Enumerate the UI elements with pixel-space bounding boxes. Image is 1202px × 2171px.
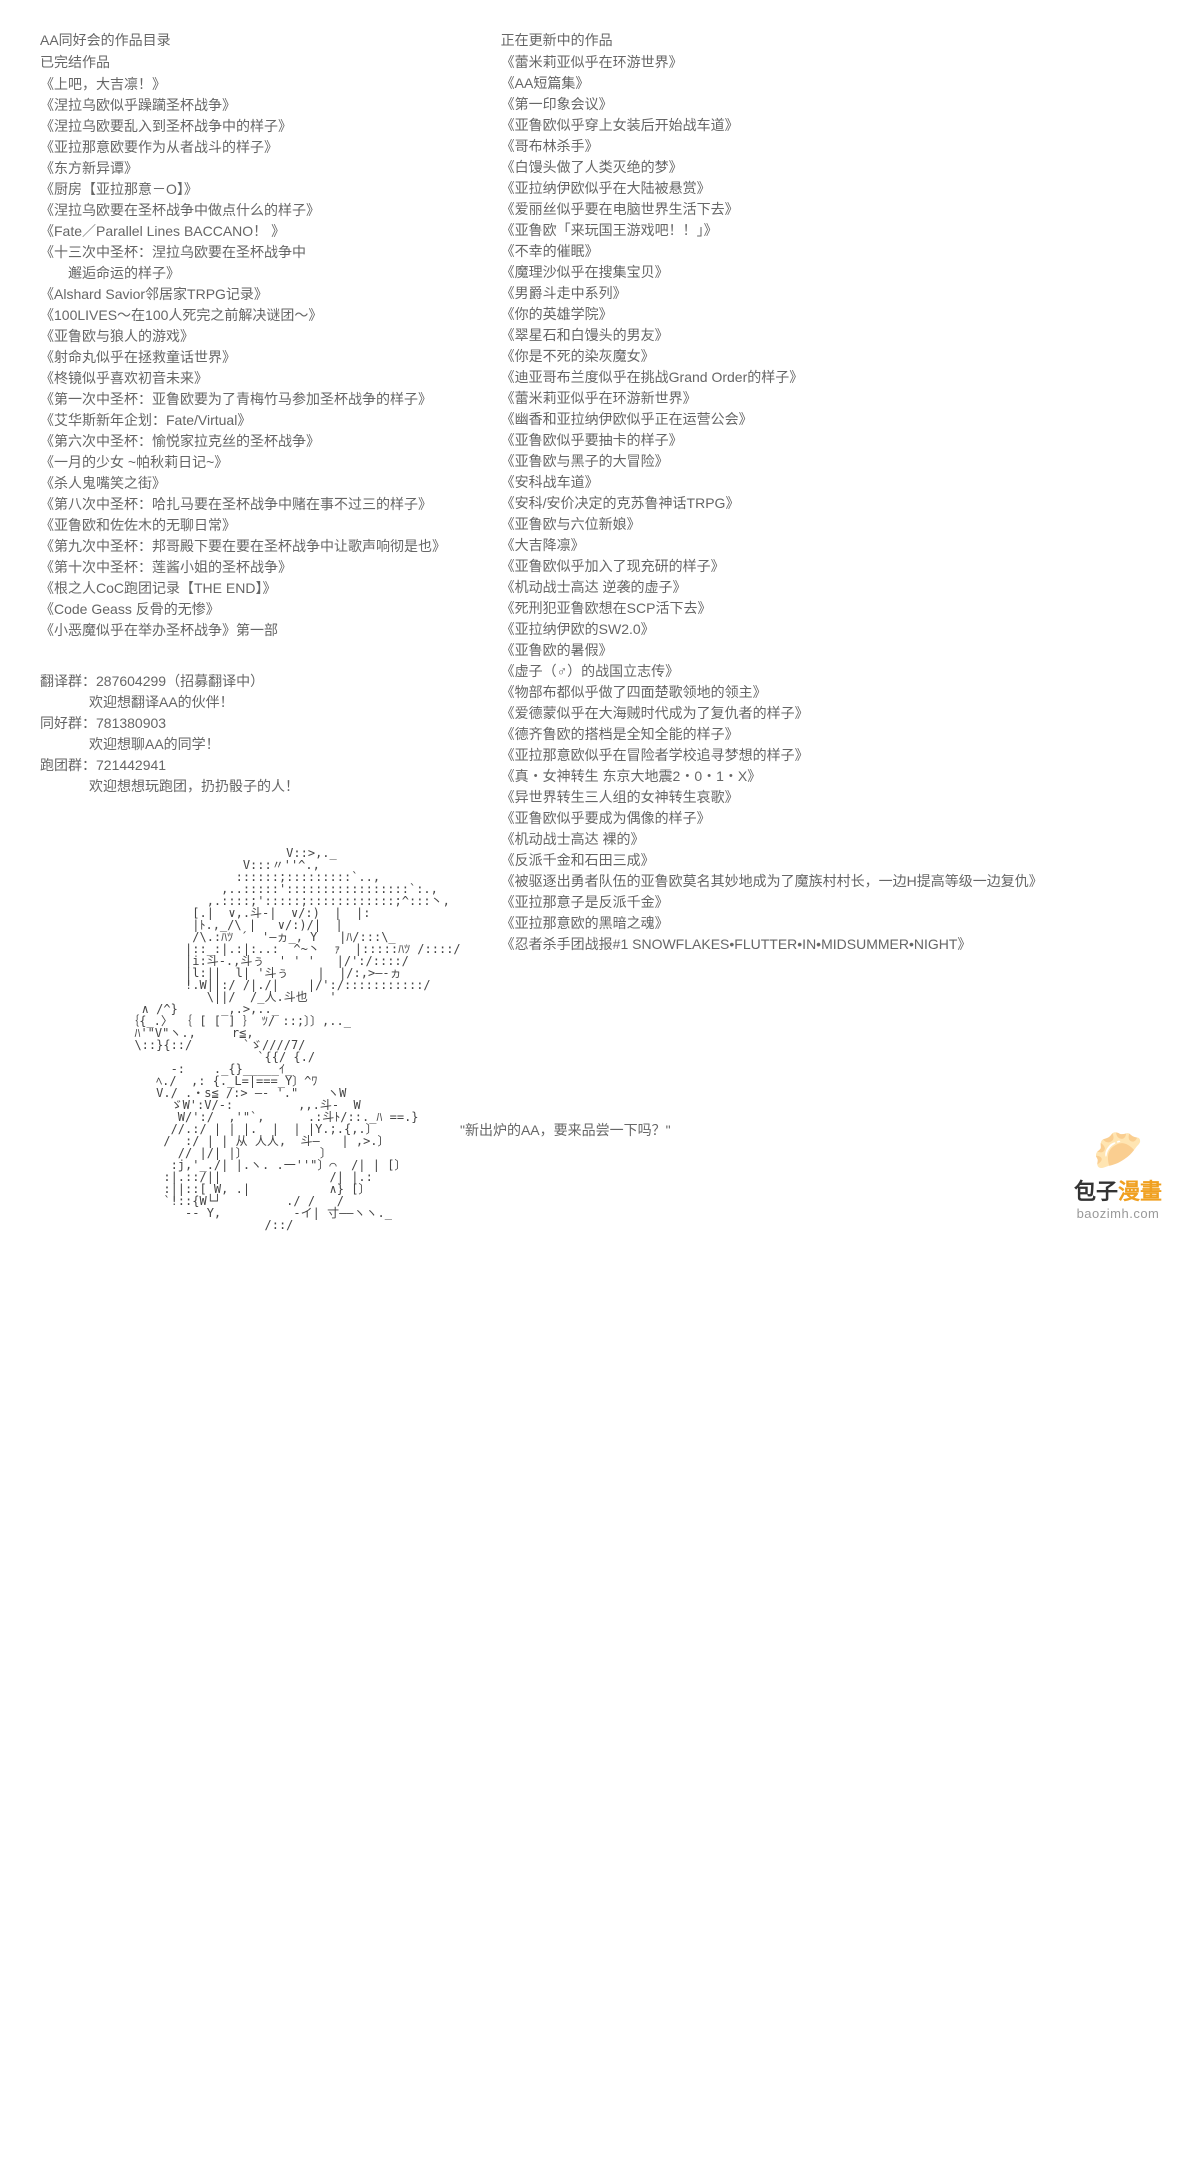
work-item: 《不幸的催眠》 — [501, 241, 1162, 262]
group-sublabel: 欢迎想想玩跑团，扔扔骰子的人！ — [40, 776, 461, 797]
work-item: 《被驱逐出勇者队伍的亚鲁欧莫名其妙地成为了魔族村村长，一边H提高等级一边复仇》 — [501, 871, 1162, 892]
work-item: 《杀人鬼嘴笑之街》 — [40, 473, 461, 494]
work-item: 《亚鲁欧与黑子的大冒险》 — [501, 451, 1162, 472]
group-sublabel: 欢迎想翻译AA的伙伴！ — [40, 692, 461, 713]
work-item: 《亚拉纳伊欧似乎在大陆被悬赏》 — [501, 178, 1162, 199]
work-item: 《Fate／Parallel Lines BACCANO！ 》 — [40, 221, 461, 242]
work-item: 《魔理沙似乎在搜集宝贝》 — [501, 262, 1162, 283]
work-item: 《你是不死的染灰魔女》 — [501, 346, 1162, 367]
work-item: 《厨房【亚拉那意－O】》 — [40, 179, 461, 200]
work-item: 《上吧，大吉凛！》 — [40, 74, 461, 95]
work-item: 《爱德蒙似乎在大海贼时代成为了复仇者的样子》 — [501, 703, 1162, 724]
work-item: 《第八次中圣杯：哈扎马要在圣杯战争中赌在事不过三的样子》 — [40, 494, 461, 515]
work-item: 《第九次中圣杯：邦哥殿下要在要在圣杯战争中让歌声响彻是也》 — [40, 536, 461, 557]
work-item: 《Alshard Savior邻居家TRPG记录》 — [40, 284, 461, 305]
work-item: 《100LIVES～在100人死完之前解决谜团～》 — [40, 305, 461, 326]
group-label: 同好群：781380903 — [40, 713, 461, 734]
work-item: 《蕾米莉亚似乎在环游世界》 — [501, 52, 1162, 73]
work-item: 《亚拉那意子是反派千金》 — [501, 892, 1162, 913]
work-item: 《射命丸似乎在拯救童话世界》 — [40, 347, 461, 368]
work-item: 《东方新异谭》 — [40, 158, 461, 179]
ascii-caption: "新出炉的AA，要来品尝一下吗？" — [460, 1120, 671, 1140]
work-item: 《亚鲁欧与六位新娘》 — [501, 514, 1162, 535]
work-item: 《亚拉那意欧似乎在冒险者学校追寻梦想的样子》 — [501, 745, 1162, 766]
work-item: 《亚鲁欧似乎加入了现充研的样子》 — [501, 556, 1162, 577]
ascii-art: V::>,._ V:::〃''^., ::::::;:::::::::`.., … — [120, 847, 461, 1231]
group-label: 翻译群：287604299（招募翻译中） — [40, 671, 461, 692]
work-item: 《艾华斯新年企划：Fate/Virtual》 — [40, 410, 461, 431]
work-item: 《死刑犯亚鲁欧想在SCP活下去》 — [501, 598, 1162, 619]
work-item: 《机动战士高达 逆袭的虚子》 — [501, 577, 1162, 598]
work-item: 《涅拉乌欧要在圣杯战争中做点什么的样子》 — [40, 200, 461, 221]
watermark-url: baozimh.com — [1077, 1206, 1160, 1221]
work-item: 《第一次中圣杯：亚鲁欧要为了青梅竹马参加圣杯战争的样子》 — [40, 389, 461, 410]
group-info: 翻译群：287604299（招募翻译中）欢迎想翻译AA的伙伴！同好群：78138… — [40, 671, 461, 797]
work-item: 《真・女神转生 东京大地震2・0・1・X》 — [501, 766, 1162, 787]
work-item: 《亚拉那意欧要作为从者战斗的样子》 — [40, 137, 461, 158]
work-item: 《涅拉乌欧要乱入到圣杯战争中的样子》 — [40, 116, 461, 137]
work-item: 《虚子（♂）的战国立志传》 — [501, 661, 1162, 682]
work-item: 《亚鲁欧与狼人的游戏》 — [40, 326, 461, 347]
work-item: 《安科战车道》 — [501, 472, 1162, 493]
work-item: 《一月的少女 ~帕秋莉日记~》 — [40, 452, 461, 473]
work-item: 《蕾米莉亚似乎在环游新世界》 — [501, 388, 1162, 409]
work-item: 《德齐鲁欧的搭档是全知全能的样子》 — [501, 724, 1162, 745]
watermark-brand: 包子漫畫 — [1074, 1174, 1162, 1206]
group-label: 跑团群：721442941 — [40, 755, 461, 776]
work-item: 《幽香和亚拉纳伊欧似乎正在运营公会》 — [501, 409, 1162, 430]
work-item: 《Code Geass 反骨的无惨》 — [40, 599, 461, 620]
work-item: 《男爵斗走中系列》 — [501, 283, 1162, 304]
catalog-heading: AA同好会的作品目录 — [40, 30, 461, 50]
work-item: 《异世界转生三人组的女神转生哀歌》 — [501, 787, 1162, 808]
work-item: 《十三次中圣杯：涅拉乌欧要在圣杯战争中 邂逅命运的样子》 — [40, 242, 461, 284]
work-item: 《亚鲁欧似乎要抽卡的样子》 — [501, 430, 1162, 451]
completed-list: 《上吧，大吉凛！》《涅拉乌欧似乎躁躏圣杯战争》《涅拉乌欧要乱入到圣杯战争中的样子… — [40, 74, 461, 641]
work-item: 《第六次中圣杯：愉悦家拉克丝的圣杯战争》 — [40, 431, 461, 452]
work-item: 《亚拉纳伊欧的SW2.0》 — [501, 619, 1162, 640]
bun-icon: 🥟 — [1093, 1127, 1143, 1174]
work-item: 《AA短篇集》 — [501, 73, 1162, 94]
work-item: 《第十次中圣杯：莲酱小姐的圣杯战争》 — [40, 557, 461, 578]
work-item: 《柊镜似乎喜欢初音未来》 — [40, 368, 461, 389]
group-sublabel: 欢迎想聊AA的同学！ — [40, 734, 461, 755]
work-item: 《翠星石和白馒头的男友》 — [501, 325, 1162, 346]
right-column: 正在更新中的作品 《蕾米莉亚似乎在环游世界》《AA短篇集》《第一印象会议》《亚鲁… — [501, 30, 1162, 1231]
work-item: 《忍者杀手团战报#1 SNOWFLAKES•FLUTTER•IN•MIDSUMM… — [501, 934, 1162, 955]
work-item: 《亚拉那意欧的黑暗之魂》 — [501, 913, 1162, 934]
work-item: 《安科/安价决定的克苏鲁神话TRPG》 — [501, 493, 1162, 514]
work-item: 《大吉降凛》 — [501, 535, 1162, 556]
work-item: 《涅拉乌欧似乎躁躏圣杯战争》 — [40, 95, 461, 116]
work-item: 《机动战士高达 裸的》 — [501, 829, 1162, 850]
work-item: 《白馒头做了人类灭绝的梦》 — [501, 157, 1162, 178]
work-item: 《迪亚哥布兰度似乎在挑战Grand Order的样子》 — [501, 367, 1162, 388]
updating-heading: 正在更新中的作品 — [501, 30, 1162, 50]
work-item: 《第一印象会议》 — [501, 94, 1162, 115]
work-item: 《亚鲁欧似乎要成为偶像的样子》 — [501, 808, 1162, 829]
work-item: 《亚鲁欧和佐佐木的无聊日常》 — [40, 515, 461, 536]
site-watermark: 🥟 包子漫畫 baozimh.com — [1074, 1127, 1162, 1221]
work-item: 《亚鲁欧的暑假》 — [501, 640, 1162, 661]
work-item: 《亚鲁欧似乎穿上女装后开始战车道》 — [501, 115, 1162, 136]
work-item: 《爱丽丝似乎要在电脑世界生活下去》 — [501, 199, 1162, 220]
work-item: 《你的英雄学院》 — [501, 304, 1162, 325]
work-item: 《亚鲁欧「来玩国王游戏吧！！」》 — [501, 220, 1162, 241]
work-item: 《哥布林杀手》 — [501, 136, 1162, 157]
completed-heading: 已完结作品 — [40, 52, 461, 72]
work-item: 《物部布都似乎做了四面楚歌领地的领主》 — [501, 682, 1162, 703]
work-item: 《根之人CoC跑团记录【THE END】》 — [40, 578, 461, 599]
updating-list: 《蕾米莉亚似乎在环游世界》《AA短篇集》《第一印象会议》《亚鲁欧似乎穿上女装后开… — [501, 52, 1162, 955]
left-column: AA同好会的作品目录 已完结作品 《上吧，大吉凛！》《涅拉乌欧似乎躁躏圣杯战争》… — [40, 30, 461, 1231]
work-item: 《反派千金和石田三成》 — [501, 850, 1162, 871]
work-item: 《小恶魔似乎在举办圣杯战争》第一部 — [40, 620, 461, 641]
